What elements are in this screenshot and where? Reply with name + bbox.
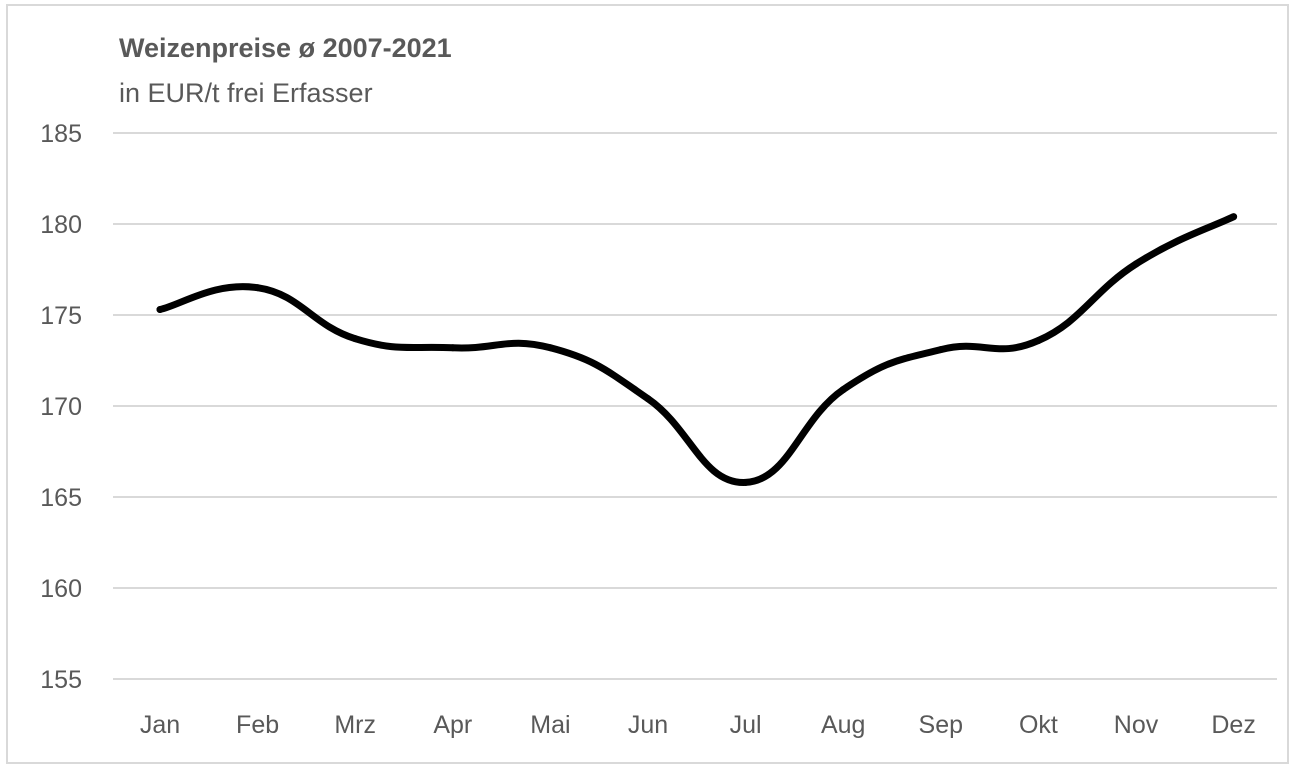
data-point-jun [644,395,652,403]
gridlines [113,132,1277,680]
x-tick-label: Okt [1019,711,1058,739]
x-tick-label: Jun [628,711,668,739]
data-point-apr [449,344,457,352]
y-tick-label: 185 [40,120,82,148]
x-tick-label: Nov [1114,711,1159,739]
x-axis: Jan Feb Mrz Apr Mai Jun Jul Aug Sep Okt Nov Dez [140,711,1256,739]
x-tick-label: Jul [730,711,762,739]
data-point-okt [1034,336,1042,344]
x-tick-label: Jan [140,711,180,739]
chart-subtitle: in EUR/t frei Erfasser [119,78,373,108]
data-point-mrz [351,335,359,343]
x-tick-label: Apr [433,711,472,739]
y-tick-label: 165 [40,484,82,512]
chart-frame [6,4,1289,764]
y-tick-label: 170 [40,393,82,421]
series-group [156,213,1238,486]
data-point-sep [937,346,945,354]
y-tick-label: 175 [40,302,82,330]
series-line [156,213,1238,486]
data-point-nov [1132,260,1140,268]
data-point-jul [742,478,750,486]
x-tick-label: Mai [530,711,570,739]
data-point-mai [546,344,554,352]
y-tick-label: 160 [40,575,82,603]
x-tick-label: Aug [821,711,865,739]
data-point-aug [839,386,847,394]
x-tick-label: Feb [236,711,279,739]
data-point-jan [156,306,164,314]
x-tick-label: Mrz [334,711,376,739]
x-tick-label: Dez [1211,711,1255,739]
x-tick-label: Sep [919,711,963,739]
y-tick-label: 180 [40,211,82,239]
data-point-dez [1230,213,1238,221]
y-axis: 155 160 165 170 175 180 185 [40,120,82,694]
y-tick-label: 155 [40,666,82,694]
data-point-feb [254,284,262,292]
chart-title: Weizenpreise ø 2007-2021 [119,33,452,63]
